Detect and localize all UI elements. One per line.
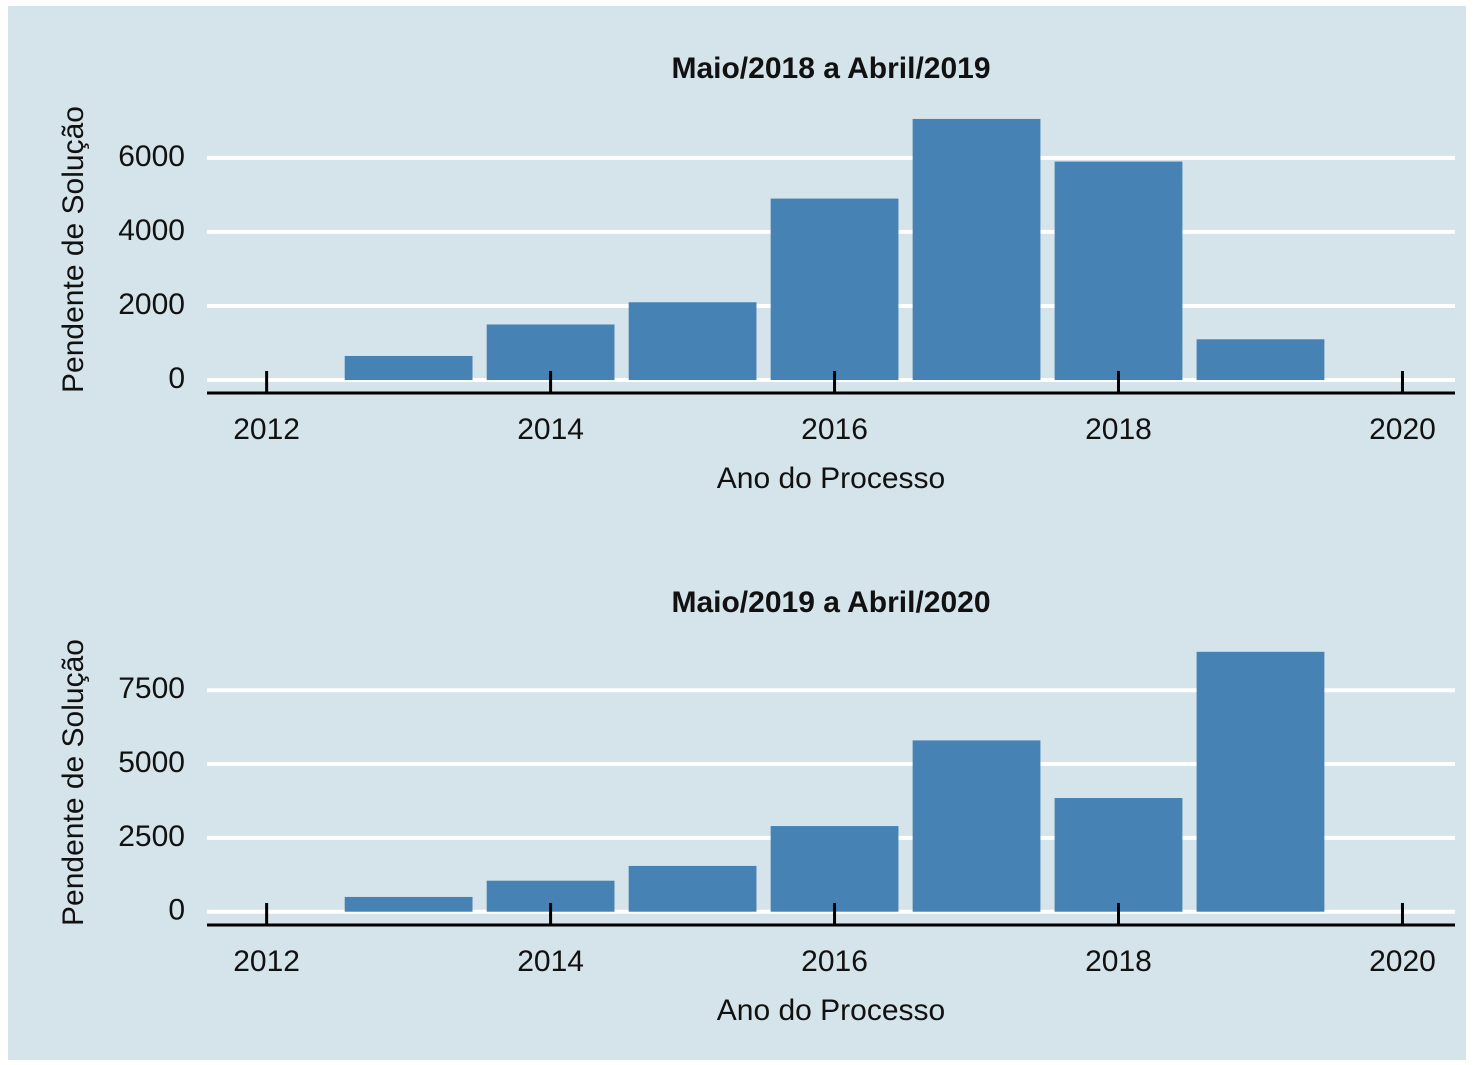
y-axis-label: Pendente de Solução <box>57 639 90 926</box>
x-tick-label: 2018 <box>1085 413 1152 446</box>
y-axis-label: Pendente de Solução <box>57 106 90 393</box>
bar <box>1196 339 1325 381</box>
y-tick-label: 7500 <box>118 672 185 705</box>
bar <box>628 302 757 381</box>
y-tick-label: 4000 <box>118 214 185 247</box>
x-tick-label: 2012 <box>233 945 300 978</box>
x-tick-label: 2020 <box>1369 945 1436 978</box>
x-tick-label: 2014 <box>517 945 584 978</box>
y-tick-label: 6000 <box>118 140 185 173</box>
x-tick-label: 2012 <box>233 413 300 446</box>
x-tick-label: 2014 <box>517 413 584 446</box>
bar <box>770 826 899 912</box>
chart-title: Maio/2019 a Abril/2020 <box>671 586 990 619</box>
bar <box>912 118 1041 381</box>
y-tick-label: 0 <box>168 894 185 927</box>
bar <box>628 865 757 912</box>
bar <box>1196 651 1325 912</box>
y-tick-label: 0 <box>168 362 185 395</box>
x-tick-label: 2016 <box>801 945 868 978</box>
x-tick-label: 2018 <box>1085 945 1152 978</box>
bar <box>344 896 473 912</box>
bar <box>770 198 899 381</box>
y-tick-label: 2000 <box>118 288 185 321</box>
x-tick-label: 2016 <box>801 413 868 446</box>
bar <box>912 740 1041 912</box>
y-tick-label: 2500 <box>118 820 185 853</box>
bar <box>1054 798 1183 912</box>
x-axis-label: Ano do Processo <box>717 994 945 1027</box>
x-tick-label: 2020 <box>1369 413 1436 446</box>
x-axis-label: Ano do Processo <box>717 462 945 495</box>
bar <box>344 355 473 381</box>
chart-title: Maio/2018 a Abril/2019 <box>671 52 990 85</box>
bar <box>486 324 615 381</box>
bar <box>1054 161 1183 381</box>
y-tick-label: 5000 <box>118 746 185 779</box>
